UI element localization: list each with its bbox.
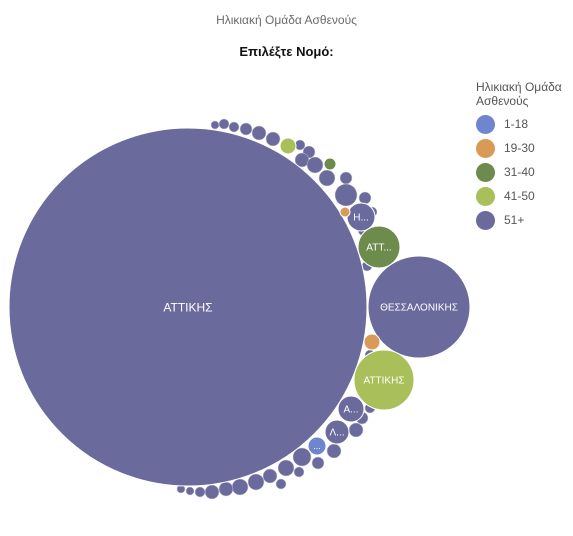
chart-title: Ηλικιακή Ομάδα Ασθενούς [216, 13, 357, 27]
bubble-small[interactable] [239, 122, 253, 136]
bubble-small[interactable] [294, 139, 306, 151]
bubble-label: Λ... [329, 428, 344, 439]
legend-swatch [476, 210, 495, 230]
legend-item-1-18[interactable]: 1-18 [476, 112, 571, 136]
bubble-19-30[interactable] [363, 333, 381, 351]
bubble-label: Η... [353, 213, 369, 224]
legend-item-41-50[interactable]: 41-50 [476, 184, 571, 208]
bubble-41-50[interactable] [353, 349, 415, 411]
bubble-small[interactable] [277, 459, 295, 477]
bubble-51+[interactable] [8, 127, 368, 487]
state-select-prompt[interactable]: Επιλέξτε Νομό: [239, 44, 334, 59]
bubble-small[interactable] [231, 478, 249, 496]
legend-swatch [476, 186, 495, 206]
bubble-label: Α... [343, 405, 358, 416]
bubble-51+[interactable] [324, 419, 350, 445]
legend-label: 41-50 [504, 189, 535, 203]
bubble-small[interactable] [348, 422, 364, 438]
legend-item-19-30[interactable]: 19-30 [476, 136, 571, 160]
bubble-small[interactable] [204, 484, 220, 500]
bubble-small[interactable] [311, 456, 325, 470]
legend: Ηλικιακή Ομάδα Ασθενούς 1-18 19-30 31-40 41… [476, 80, 571, 232]
bubble-small[interactable] [228, 121, 240, 133]
bubble-small[interactable] [339, 171, 353, 185]
bubble-small[interactable] [247, 473, 265, 491]
bubble-label: ΑΤΤΙΚΗΣ [163, 300, 212, 314]
bubble-19-30[interactable] [339, 206, 351, 218]
legend-label: 1-18 [504, 117, 529, 131]
bubble-31-40[interactable] [357, 225, 401, 269]
bubble-1-18[interactable] [307, 436, 327, 456]
bubble-small[interactable] [292, 447, 312, 467]
legend-label: 19-30 [504, 141, 535, 155]
bubble-small[interactable] [218, 481, 234, 497]
legend-label: 51+ [504, 213, 525, 227]
legend-item-31-40[interactable]: 31-40 [476, 160, 571, 184]
bubble-small[interactable] [326, 443, 342, 459]
bubble-label: ΑΤΤ... [366, 243, 391, 254]
bubble-small[interactable] [210, 120, 220, 130]
bubble-label: ΘΕΣΣΑΛΟΝΙΚΗΣ [380, 303, 458, 314]
bubble-small[interactable] [358, 191, 372, 205]
legend-swatch [476, 114, 495, 134]
bubble-small[interactable] [218, 118, 230, 130]
legend-item-51+[interactable]: 51+ [476, 208, 571, 232]
bubble-small[interactable] [334, 183, 358, 207]
bubble-51+[interactable] [367, 255, 471, 359]
bubble-small[interactable] [318, 169, 336, 187]
bubble-51+[interactable] [337, 395, 365, 423]
bubble-31-40[interactable] [323, 157, 337, 171]
bubble-small[interactable] [194, 486, 206, 498]
legend-swatch [476, 162, 495, 182]
legend-swatch [476, 138, 495, 158]
bubble-small[interactable] [185, 486, 195, 496]
bubble-41-50[interactable] [279, 137, 297, 155]
bubble-small[interactable] [306, 156, 324, 174]
bubble-small[interactable] [251, 125, 267, 141]
bubble-small[interactable] [275, 478, 287, 490]
legend-title: Ηλικιακή Ομάδα Ασθενούς [476, 80, 562, 108]
bubble-small[interactable] [262, 468, 278, 484]
bubble-small[interactable] [293, 466, 305, 478]
bubble-label: ΑΤΤΙΚΗΣ [364, 376, 405, 387]
bubble-label: ... [313, 441, 321, 451]
legend-label: 31-40 [504, 165, 535, 179]
bubble-small[interactable] [265, 131, 281, 147]
